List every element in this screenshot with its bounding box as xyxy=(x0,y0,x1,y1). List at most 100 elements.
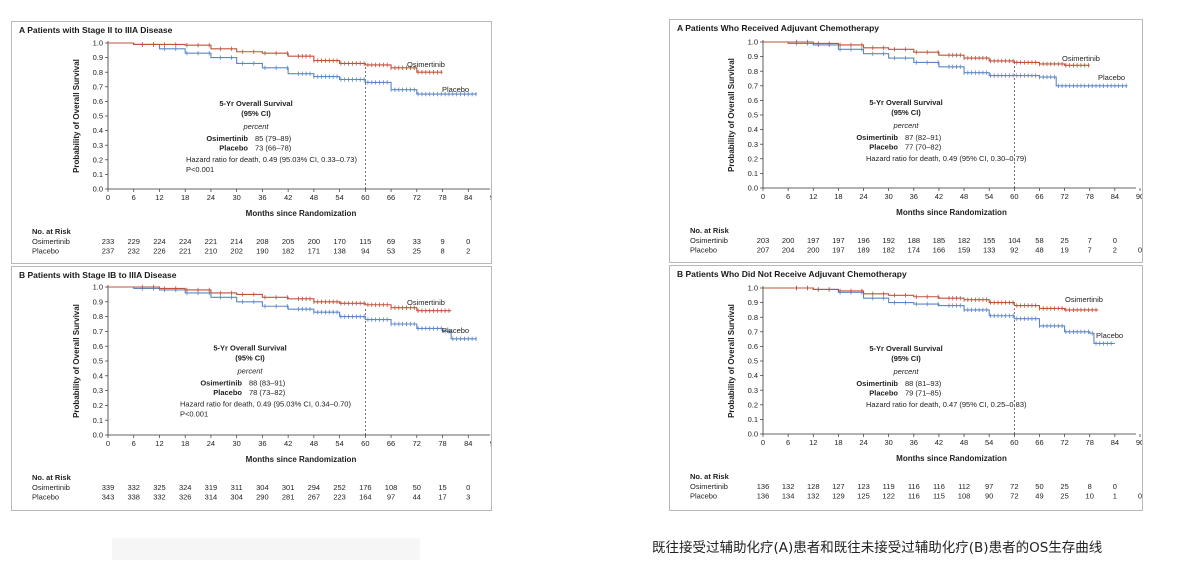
x-tick-label: 48 xyxy=(960,438,968,447)
risk-table-header: No. at Risk xyxy=(690,472,730,481)
risk-value: 116 xyxy=(908,482,920,491)
x-tick-label: 66 xyxy=(387,439,395,448)
y-axis-label: Probability of Overall Survival xyxy=(72,304,81,418)
x-tick-label: 6 xyxy=(786,192,790,201)
x-tick-label: 24 xyxy=(859,438,867,447)
risk-value: 133 xyxy=(983,246,996,255)
risk-value: 7 xyxy=(1088,246,1092,255)
x-tick-label: 12 xyxy=(809,438,817,447)
survival-row-name: Osimertinib xyxy=(856,133,898,142)
x-tick-label: 6 xyxy=(132,439,136,448)
risk-value: 49 xyxy=(1035,492,1043,501)
risk-value: 182 xyxy=(958,236,971,245)
risk-value: 324 xyxy=(179,483,192,492)
risk-value: 128 xyxy=(807,482,820,491)
risk-value: 304 xyxy=(230,493,243,502)
risk-value: 232 xyxy=(127,247,140,256)
placebo-survival-curve xyxy=(108,42,477,95)
y-tick-label: 0.4 xyxy=(93,371,103,380)
risk-value: 138 xyxy=(333,247,346,256)
y-tick-label: 0.6 xyxy=(93,97,103,106)
x-tick-label: 84 xyxy=(464,193,472,202)
survival-box-ci: (95% CI) xyxy=(241,109,271,118)
risk-value: 159 xyxy=(958,246,971,255)
risk-value: 166 xyxy=(933,246,946,255)
x-tick-label: 54 xyxy=(335,193,343,202)
risk-value: 200 xyxy=(782,236,795,245)
x-tick-label: 72 xyxy=(413,439,421,448)
risk-value: 339 xyxy=(102,483,115,492)
placebo-curve-label: Placebo xyxy=(442,326,469,335)
survival-row-value: 77 (70–82) xyxy=(905,142,942,151)
y-tick-label: 0.8 xyxy=(93,312,103,321)
osimertinib-survival-curve xyxy=(108,42,443,73)
risk-value: 8 xyxy=(1088,482,1092,491)
risk-value: 338 xyxy=(127,493,140,502)
risk-value: 343 xyxy=(102,493,115,502)
risk-value: 204 xyxy=(782,246,795,255)
risk-value: 115 xyxy=(359,237,371,246)
risk-value: 132 xyxy=(807,492,820,501)
risk-value: 190 xyxy=(256,247,269,256)
km-panel-stage-ib-iiia: B Patients with Stage IB to IIIA Disease… xyxy=(11,266,492,511)
y-tick-label: 0.1 xyxy=(748,415,758,424)
x-tick-label: 84 xyxy=(464,439,472,448)
risk-value: 207 xyxy=(757,246,770,255)
risk-value: 69 xyxy=(387,237,395,246)
x-tick-label: 60 xyxy=(1010,192,1018,201)
survival-box-unit: percent xyxy=(892,367,919,376)
x-tick-label: 90 xyxy=(490,193,491,202)
risk-value: 226 xyxy=(153,247,166,256)
risk-value: 192 xyxy=(882,236,895,245)
p-value-text: P<0.001 xyxy=(186,165,214,174)
x-tick-label: 18 xyxy=(834,438,842,447)
x-tick-label: 36 xyxy=(258,439,266,448)
risk-value: 221 xyxy=(179,247,192,256)
risk-value: 8 xyxy=(440,247,444,256)
risk-value: 197 xyxy=(832,236,845,245)
y-tick-label: 0.4 xyxy=(748,371,758,380)
panel-title: B Patients with Stage IB to IIIA Disease xyxy=(19,270,177,280)
hazard-ratio-text: Hazard ratio for death, 0.49 (95.03% CI,… xyxy=(180,400,351,409)
risk-value: 202 xyxy=(230,247,243,256)
y-tick-label: 0.0 xyxy=(748,430,758,439)
risk-value: 314 xyxy=(205,493,218,502)
risk-value: 0 xyxy=(1138,492,1142,501)
p-value-text: P<0.001 xyxy=(180,410,208,419)
risk-value: 229 xyxy=(127,237,140,246)
risk-value: 252 xyxy=(333,483,346,492)
x-tick-label: 18 xyxy=(834,192,842,201)
y-tick-label: 0.0 xyxy=(93,185,103,194)
risk-value: 210 xyxy=(205,247,218,256)
risk-value: 136 xyxy=(757,492,770,501)
y-tick-label: 0.6 xyxy=(748,96,758,105)
y-tick-label: 0.2 xyxy=(93,155,103,164)
survival-box-unit: percent xyxy=(892,121,919,130)
risk-value: 116 xyxy=(908,492,920,501)
risk-value: 25 xyxy=(413,247,421,256)
y-tick-label: 1.0 xyxy=(748,284,758,293)
x-tick-label: 12 xyxy=(155,439,163,448)
risk-value: 332 xyxy=(127,483,140,492)
x-tick-label: 36 xyxy=(258,193,266,202)
x-axis-label: Months since Randomization xyxy=(246,455,357,464)
y-tick-label: 0.9 xyxy=(748,52,758,61)
osimertinib-censor-marks xyxy=(796,285,1097,313)
survival-row-name: Osimertinib xyxy=(856,379,898,388)
x-tick-label: 12 xyxy=(809,192,817,201)
risk-value: 112 xyxy=(958,482,970,491)
survival-box-unit: percent xyxy=(236,367,263,376)
x-tick-label: 6 xyxy=(786,438,790,447)
risk-value: 97 xyxy=(387,493,395,502)
y-tick-label: 0.5 xyxy=(748,111,758,120)
y-tick-label: 0.9 xyxy=(93,297,103,306)
km-chart-svg: B Patients Who Did Not Receive Adjuvant … xyxy=(677,269,1142,501)
risk-value: 176 xyxy=(359,483,372,492)
risk-value: 104 xyxy=(1008,236,1021,245)
survival-row-value: 88 (81–93) xyxy=(905,379,942,388)
x-tick-label: 12 xyxy=(155,193,163,202)
y-tick-label: 0.2 xyxy=(748,154,758,163)
survival-box-heading: 5-Yr Overall Survival xyxy=(219,99,292,108)
x-tick-label: 54 xyxy=(985,438,993,447)
x-tick-label: 0 xyxy=(106,439,110,448)
